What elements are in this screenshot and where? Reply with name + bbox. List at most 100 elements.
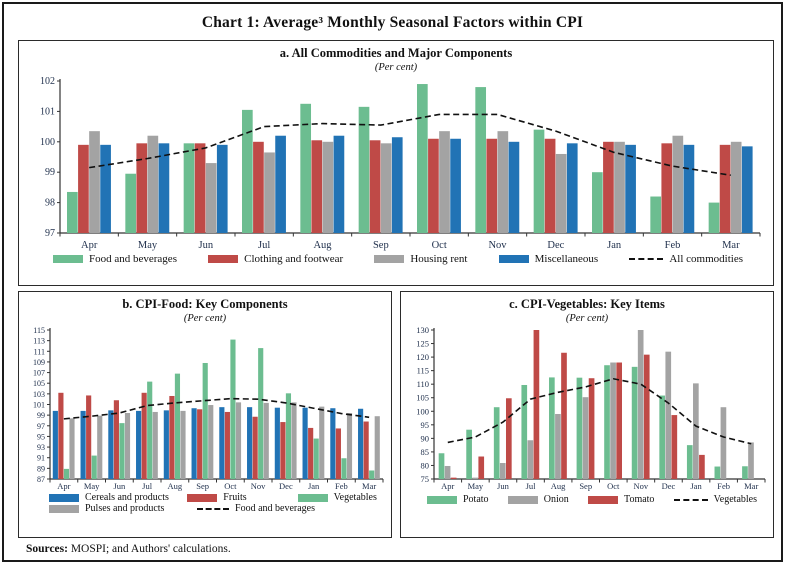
bar [80,410,86,479]
x-tick-label: Mar [722,240,740,251]
panel-a-chart: 102 101 100 99 98 97 Apr May Jun Jul Aug Sep Oct Nov D… [40,76,761,251]
y-tick-label: 97 [45,228,55,239]
bar [67,191,78,233]
y-tick-label: 109 [33,358,45,367]
x-tick-label: Aug [313,240,332,251]
bar [341,458,347,479]
bar [588,378,595,479]
bar [720,407,727,479]
legend-item: Vegetables [297,492,391,503]
legend-cell: Pulses and products [49,503,197,514]
bar [549,377,555,479]
y-tick-label: 99 [45,167,55,178]
bar [335,428,341,479]
x-tick-label: May [84,481,100,491]
bar [742,466,748,479]
bar [253,141,264,233]
legend-label: Cereals and products [85,492,169,503]
bar [475,87,487,233]
bar [91,455,97,479]
y-tick-label: 97 [37,422,45,431]
x-tick-label: May [468,481,484,491]
bar [671,415,678,479]
legend-item: Fruits [187,492,297,503]
legend-item: Vegetables [673,494,757,505]
panel-a-all-commodities: a. All Commodities and Major Components … [18,40,774,286]
panel-a-subtitle: (Per cent) [374,62,418,73]
bar [683,144,695,233]
x-tick-label: Jul [258,240,270,251]
y-tick-label: 93 [37,443,45,452]
source-text: MOSPI; and Authors' calculations. [67,543,231,555]
bar [661,143,673,233]
bar [274,407,280,479]
bar [202,362,208,479]
bar [194,143,206,233]
y-tick-label: 120 [416,352,429,362]
bar [665,351,672,479]
bar [208,405,214,479]
bar [58,392,64,479]
dashed-line-swatch-icon [197,507,230,510]
x-tick-label: Nov [488,240,507,251]
bar [247,407,253,479]
bar [439,131,450,233]
panel-a-legend: Food and beverages Clothing and footwear H… [19,251,773,265]
panel-b-title: b. CPI-Food: Key Components [122,297,288,311]
bar [108,410,114,479]
y-tick-label: 107 [33,369,45,378]
red-swatch-icon [187,493,218,502]
y-tick-label: 130 [416,325,429,335]
x-tick-label: Jun [199,240,214,251]
bar [113,400,119,479]
bar [264,152,275,233]
blue-swatch-icon [49,493,79,502]
bar [280,422,286,479]
panel-b-legend: Cereals and products Fruits Vegetables Puls… [19,492,391,514]
bar [158,143,170,233]
source-label: Sources: [26,543,68,555]
x-tick-label: Sep [196,481,209,491]
panel-c-chart: 130 125 120 115 110 105 100 95 90 85 80 75 Apr May Jun… [416,325,766,491]
legend-label: Clothing and footwear [244,253,344,265]
bar [582,397,589,479]
bar [52,410,58,479]
bar [136,410,142,479]
x-tick-label: Nov [251,481,266,491]
x-tick-label: Jun [113,481,126,491]
x-tick-label: Feb [717,481,730,491]
y-tick-label: 105 [33,379,45,388]
bar [708,202,720,233]
bar [235,402,242,479]
bar [205,163,217,233]
panel-c-subtitle: (Per cent) [565,313,609,324]
y-tick-label: 113 [33,337,45,346]
bar [97,415,103,479]
legend-label: Pulses and products [85,503,165,514]
x-tick-label: Jun [497,481,510,491]
y-tick-label: 101 [40,106,55,117]
bar [438,453,445,479]
bar [603,141,614,233]
bar [555,413,561,479]
legend-item: Food and beverages [197,503,315,514]
x-tick-label: Sep [579,481,592,491]
y-tick-label: 80 [421,460,430,470]
legend-item: Clothing and footwear [208,253,343,265]
bar [369,140,381,233]
bar [319,406,325,479]
page-title: Chart 1: Average³ Monthly Seasonal Facto… [201,14,584,31]
bar [78,144,89,233]
bar [566,143,578,233]
bar [358,408,364,479]
y-tick-label: 99 [37,411,45,420]
bar [391,137,403,233]
legend-cell: Vegetables [297,492,391,503]
bar [741,146,753,233]
panel-c-legend: Potato Onion Tomato Vegetables [401,492,773,505]
x-tick-label: Sep [373,240,389,251]
bar [544,138,556,233]
panel-c-cpi-vegetables: c. CPI-Vegetables: Key Items (Per cent) … [400,291,774,538]
bar [472,477,479,479]
bar [466,429,472,479]
